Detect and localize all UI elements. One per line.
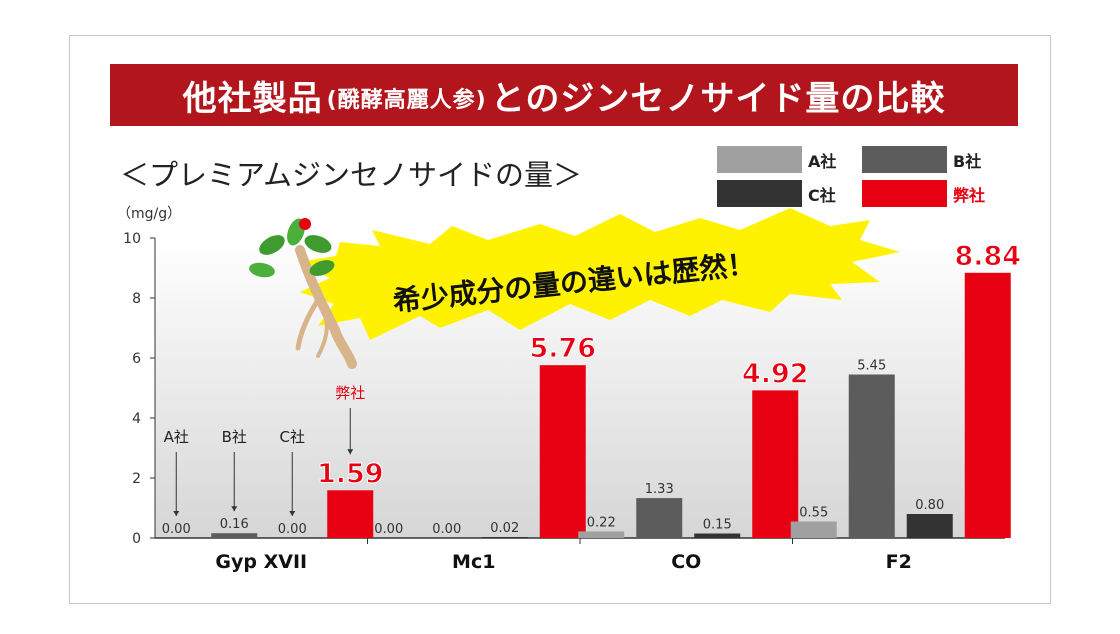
data-label: 0.00 bbox=[278, 522, 307, 537]
x-tick-label: CO bbox=[671, 551, 701, 573]
data-label: 0.80 bbox=[915, 498, 944, 513]
data-label: 0.15 bbox=[703, 518, 732, 533]
annotation-arrow bbox=[173, 511, 180, 516]
data-label: 1.59 bbox=[317, 458, 384, 489]
y-tick-label: 0 bbox=[132, 531, 141, 547]
data-label: 0.22 bbox=[587, 515, 616, 530]
series-annotations: A社 B社 C社 弊社 bbox=[164, 384, 365, 516]
bar-ours bbox=[327, 490, 374, 538]
burst-shape bbox=[298, 208, 900, 340]
y-tick-label: 2 bbox=[132, 471, 141, 487]
annotation-label-a: A社 bbox=[164, 428, 189, 446]
legend-swatch-b bbox=[862, 146, 947, 173]
bar-b bbox=[211, 533, 258, 538]
bars bbox=[211, 272, 1011, 538]
bar-b bbox=[636, 498, 683, 538]
legend-label-c: C社 bbox=[808, 185, 836, 205]
banner-title-main: 他社製品 bbox=[182, 78, 323, 119]
bar-a bbox=[578, 531, 625, 538]
legend-item-c: C社 bbox=[717, 180, 836, 207]
annotation-arrow bbox=[231, 506, 238, 512]
callout-burst bbox=[298, 208, 900, 340]
data-label: 5.76 bbox=[529, 333, 596, 364]
legend-swatch-a bbox=[717, 146, 802, 173]
chart-subtitle: ＜プレミアムジンセノサイドの量＞ bbox=[120, 158, 582, 192]
legend-label-a: A社 bbox=[808, 151, 837, 171]
legend-label-b: B社 bbox=[953, 151, 982, 171]
value-labels: 0.00 0.16 0.00 1.59 0.00 0.00 0.02 5.76 0.22 1.33… bbox=[162, 240, 1022, 537]
bar-ours bbox=[752, 390, 799, 538]
banner-title-rest: とのジンセノサイド量の比較 bbox=[490, 78, 946, 119]
bar-b bbox=[848, 374, 895, 538]
bar-c bbox=[906, 514, 953, 538]
x-tick-label: Gyp XVII bbox=[215, 551, 307, 573]
data-label: 0.00 bbox=[432, 522, 461, 537]
bar-c bbox=[481, 537, 528, 538]
data-label: 0.00 bbox=[374, 522, 403, 537]
annotation-arrow bbox=[289, 511, 296, 516]
data-label: 5.45 bbox=[857, 359, 886, 374]
y-tick-label: 6 bbox=[132, 351, 141, 367]
y-tick-label: 8 bbox=[132, 291, 141, 307]
y-tick-label: 4 bbox=[132, 411, 141, 427]
annotation-label-c: C社 bbox=[280, 428, 305, 446]
data-label: 1.33 bbox=[645, 482, 674, 497]
annotation-arrow bbox=[347, 449, 354, 455]
legend-item-ours: 弊社 bbox=[862, 180, 985, 207]
bar-ours bbox=[539, 365, 586, 538]
data-label: 0.55 bbox=[799, 506, 828, 521]
x-tick-label: Mc1 bbox=[452, 551, 495, 573]
legend-item-b: B社 bbox=[862, 146, 981, 173]
data-label: 8.84 bbox=[954, 241, 1021, 272]
legend-item-a: A社 bbox=[717, 146, 836, 173]
bar-ours bbox=[964, 272, 1011, 538]
legend-swatch-c bbox=[717, 180, 802, 207]
data-label: 0.02 bbox=[490, 521, 519, 536]
x-tick-label: F2 bbox=[886, 551, 912, 573]
data-label: 0.16 bbox=[220, 517, 249, 532]
data-label: 4.92 bbox=[742, 358, 809, 389]
legend-label-ours: 弊社 bbox=[953, 185, 986, 205]
annotation-label-b: B社 bbox=[222, 428, 247, 446]
banner-title: 他社製品 (醗酵高麗人参) とのジンセノサイド量の比較 bbox=[110, 64, 1018, 126]
legend-swatch-ours bbox=[862, 180, 947, 207]
bar-c bbox=[694, 533, 741, 538]
ginseng-illustration bbox=[249, 218, 357, 369]
banner-title-paren: (醗酵高麗人参) bbox=[326, 88, 487, 113]
y-tick-label: 10 bbox=[123, 231, 141, 247]
y-axis-unit: （mg/g） bbox=[117, 206, 182, 222]
annotation-label-ours: 弊社 bbox=[335, 384, 365, 402]
bar-a bbox=[790, 521, 837, 538]
data-label: 0.00 bbox=[162, 522, 191, 537]
